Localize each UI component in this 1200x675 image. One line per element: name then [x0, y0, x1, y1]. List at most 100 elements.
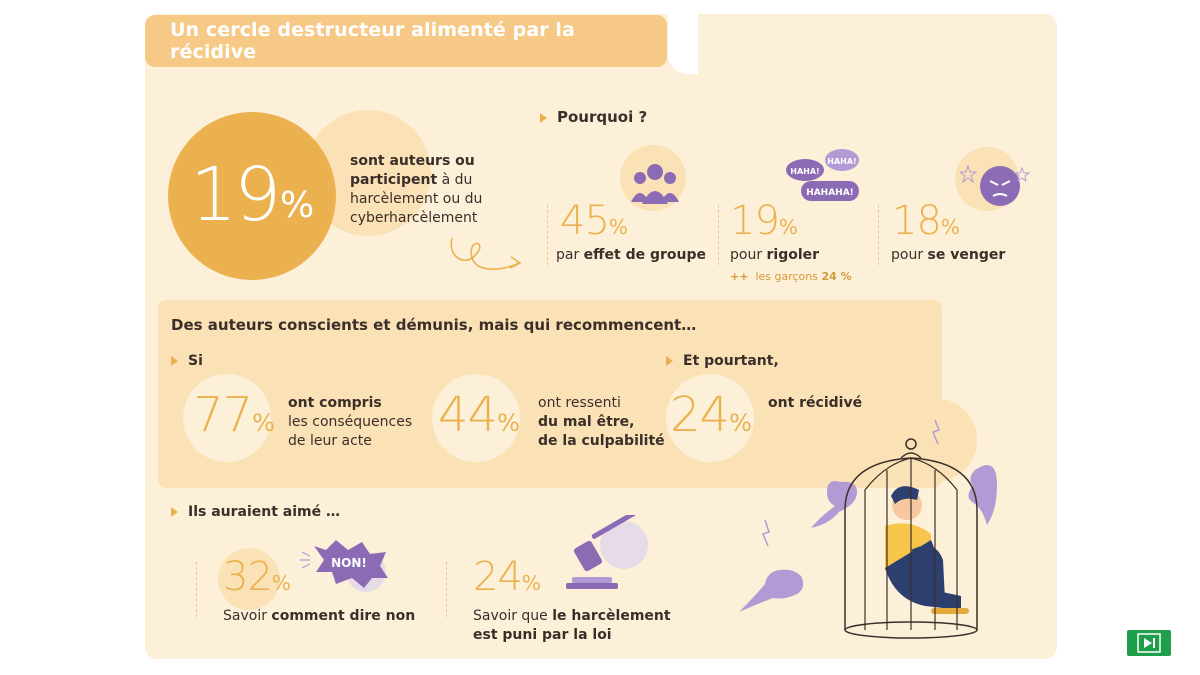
curly-arrow-icon — [450, 237, 522, 270]
stat-percent: % — [608, 215, 628, 239]
bullet-triangle-icon — [666, 355, 673, 366]
caption-bold: est puni par la loi — [473, 627, 612, 643]
caption-bold: se venger — [927, 247, 1006, 263]
caption-bold: rigoler — [766, 247, 820, 263]
stat-caption: par effet de groupe — [556, 246, 706, 265]
stat-halo — [666, 374, 754, 462]
group-icon — [631, 164, 679, 204]
si-heading: Si — [171, 350, 203, 369]
page-title: Un cercle destructeur alimenté par la ré… — [170, 19, 575, 63]
ils-label: Ils auraient aimé … — [188, 504, 341, 520]
stat-value: 77 — [193, 387, 253, 443]
divider — [878, 205, 879, 265]
caption-bold: comment dire non — [271, 608, 416, 624]
stat-caption: pour se venger — [891, 246, 1005, 265]
caption-bold: effet de groupe — [583, 247, 706, 263]
intro-text-line2: à du — [437, 172, 473, 188]
stat-percent: % — [729, 409, 752, 437]
stat-halo — [218, 548, 280, 610]
pourquoi-heading: Pourquoi ? — [540, 107, 647, 126]
intro-percent: % — [280, 185, 315, 226]
awareness-panel — [158, 300, 942, 488]
bubble-text: HAHA! — [827, 157, 856, 166]
caption-bold: du mal être, — [538, 414, 635, 430]
stat-se-venger: 18% — [892, 198, 960, 244]
stat-rigoler: 19% — [730, 198, 798, 244]
stat-value: 32 — [223, 554, 273, 600]
stat-effet-groupe: 45% — [560, 198, 628, 244]
caption-text: Savoir que — [473, 608, 553, 624]
bubble-text: HAHA! — [790, 167, 819, 176]
stat-caption: ont compris les conséquences de leur act… — [288, 394, 412, 451]
intro-text-line3: harcèlement ou du — [350, 191, 483, 207]
divider — [446, 562, 447, 617]
note-prefix: ++ — [730, 270, 749, 283]
stat-recidive: 24% — [670, 387, 752, 443]
caption-text: par — [556, 247, 584, 263]
play-next-icon — [1137, 633, 1161, 653]
caption-text: ont ressenti — [538, 395, 621, 411]
stat-value: 24 — [670, 387, 730, 443]
divider — [718, 205, 719, 265]
laughing-speech-bubbles-icon: HAHA! HAHA! HAHAHA! — [786, 149, 859, 201]
title-banner: Un cercle destructeur alimenté par la ré… — [145, 15, 667, 67]
stat-percent: % — [497, 409, 520, 437]
pourquoi-label: Pourquoi ? — [557, 108, 648, 126]
stat-value: 45 — [560, 198, 610, 244]
stat-halo — [432, 374, 520, 462]
stat-value: 19 — [730, 198, 780, 244]
stat-percent: % — [271, 571, 291, 595]
non-badge-icon: NON! — [300, 540, 388, 592]
angry-face-icon — [960, 164, 1030, 206]
caption-bold: le harcèlement — [552, 608, 671, 624]
stat-percent: % — [521, 571, 541, 595]
intro-text: sont auteurs ou participent à du harcèle… — [350, 152, 510, 228]
intro-circle — [168, 112, 336, 280]
stat-percent: % — [940, 215, 960, 239]
etpourtant-heading: Et pourtant, — [666, 350, 779, 369]
note-bold: 24 % — [821, 270, 852, 283]
intro-text-line4: cyberharcèlement — [350, 210, 478, 226]
divider — [547, 205, 548, 265]
bullet-triangle-icon — [171, 506, 178, 517]
badge-text: NON! — [331, 556, 367, 570]
stat-percent: % — [252, 409, 275, 437]
intro-text-bold: participent — [350, 172, 438, 188]
intro-text-line1: sont auteurs ou — [350, 153, 475, 169]
stat-value: 18 — [892, 198, 942, 244]
etpourtant-label: Et pourtant, — [683, 353, 779, 369]
stat-percent: % — [778, 215, 798, 239]
stat-caption: ont ressenti du mal être, de la culpabil… — [538, 394, 665, 451]
caption-text: de leur acte — [288, 433, 372, 449]
stat-compris: 77% — [193, 387, 275, 443]
person-in-cage-illustration — [739, 400, 997, 639]
bullet-triangle-icon — [171, 355, 178, 366]
caption-text: Savoir — [223, 608, 272, 624]
caption-text: les conséquences — [288, 414, 413, 430]
caption-text: pour — [891, 247, 928, 263]
section-title: Des auteurs conscients et démunis, mais … — [171, 316, 697, 334]
stat-value: 24 — [473, 554, 523, 600]
card-notch — [668, 14, 698, 74]
stat-puni-loi: 24% — [473, 554, 541, 600]
caption-bold: de la culpabilité — [538, 433, 665, 449]
next-slide-button[interactable] — [1127, 630, 1171, 656]
stat-halo — [183, 374, 271, 462]
stat-dire-non: 32% — [223, 554, 291, 600]
bubble-text: HAHAHA! — [806, 188, 854, 198]
note-text: les garçons — [755, 270, 822, 283]
stat-caption: Savoir comment dire non — [223, 607, 415, 626]
stat-caption: Savoir que le harcèlement est puni par l… — [473, 607, 671, 645]
gavel-icon — [566, 515, 648, 589]
intro-value: 19 — [190, 152, 281, 238]
si-label: Si — [188, 353, 203, 369]
boys-note: ++ les garçons 24 % — [730, 270, 852, 283]
ils-auraient-heading: Ils auraient aimé … — [171, 501, 340, 520]
divider — [196, 562, 197, 617]
stat-mal-etre: 44% — [438, 387, 520, 443]
stat-caption: ont récidivé — [768, 394, 862, 413]
bullet-triangle-icon — [540, 112, 547, 123]
stat-value: 44 — [438, 387, 498, 443]
caption-text: pour — [730, 247, 767, 263]
caption-bold: ont récidivé — [768, 395, 863, 411]
